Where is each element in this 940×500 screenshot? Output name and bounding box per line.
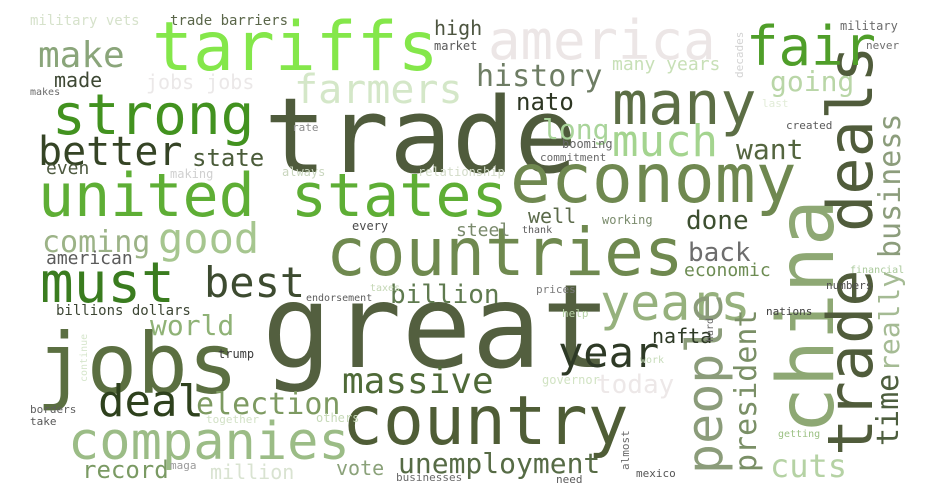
word-deal: deal [98,376,204,427]
word-record: record [82,456,169,484]
word-president: president [729,309,764,472]
word-borders: borders [30,403,77,416]
word-america: america [488,9,716,72]
word-fair: fair [746,15,877,78]
word-trump: trump [218,347,255,361]
word-strong: strong [52,83,255,148]
word-help: help [562,307,589,320]
word-take: take [30,415,57,428]
word-getting: getting [778,429,821,440]
word-economic: economic [684,260,771,281]
word-economy: economy [510,140,797,219]
word-never: never [866,39,900,52]
word-years: years [600,274,751,332]
word-relationship: relationship [418,165,505,179]
word-trade-barriers: trade barriers [170,13,289,29]
word-financial: financial [850,265,905,276]
word-last: last [762,97,789,110]
word-hard: hard [705,317,716,342]
word-trade: trade [264,75,578,197]
word-year: year [558,328,660,377]
word-today: today [596,370,675,400]
word-continue: continue [79,333,90,382]
word-work: work [640,355,665,366]
word-makes: makes [30,87,61,98]
word-making: making [170,167,214,181]
word-back: back [688,238,751,268]
word-election: election [196,387,341,422]
word-many-years: many years [612,54,721,75]
word-american: american [46,248,133,269]
word-numbers: numbers [826,279,873,292]
word-others: others [316,411,360,425]
word-companies: companies [68,412,350,472]
word-commitment: commitment [540,151,607,164]
word-working: working [602,213,653,227]
word-billions-dollars: billions dollars [56,303,191,319]
word-united-states: united states [38,161,508,231]
word-steel: steel [456,220,511,241]
word-decades: decades [733,31,746,78]
word-nato: nato [516,88,574,116]
word-jobs-jobs: jobs jobs [146,70,255,94]
word-state: state [192,144,265,172]
word-nafta: nafta [652,324,713,348]
word-every: every [352,219,389,233]
word-high: high [434,16,483,40]
word-best: best [204,258,306,307]
word-thank: thank [522,225,553,236]
word-made: made [54,68,103,92]
word-well: well [528,204,577,228]
word-together: together [206,413,259,426]
word-long: long [542,113,610,146]
word-businesses: businesses [396,471,463,484]
word-vote: vote [336,456,385,480]
word-always: always [282,165,326,179]
word-prices: prices [536,283,576,296]
word-million: million [210,460,295,484]
word-farmers: farmers [294,67,463,113]
word-many: many [612,69,757,139]
word-cuts: cuts [770,447,848,485]
word-better: better [38,129,183,175]
word-created: created [786,119,833,132]
word-coming: coming [42,225,151,260]
word-must: must [40,251,175,316]
word-endorsement: endorsement [306,293,373,304]
word-booming: booming [562,137,613,151]
word-want: want [736,133,804,166]
word-country: country [342,382,629,461]
word-much: much [612,116,718,167]
word-history: history [476,59,603,94]
word-business: business [873,113,908,259]
word-maga: maga [170,459,197,472]
word-military-vets: military vets [30,13,140,29]
word-military: military [840,19,898,33]
word-governor: governor [542,373,600,387]
word-massive: massive [342,361,494,402]
word-make: make [38,35,125,76]
word-rate: rate [292,121,319,134]
word-need: need [556,473,583,486]
word-great: great [262,260,612,395]
word-nations: nations [766,305,813,318]
word-market: market [434,39,478,53]
word-time: time [871,373,906,446]
word-even: even [46,158,90,179]
word-world: world [150,309,235,342]
word-really: really [873,270,906,372]
word-done: done [686,206,749,236]
word-countries: countries [326,214,684,291]
word-tariffs: tariffs [152,8,439,87]
word-unemployment: unemployment [398,447,601,480]
word-almost: almost [619,430,632,470]
word-going: going [770,65,855,98]
word-billion: billion [390,280,500,310]
word-taxes: taxes [370,283,401,294]
word-people: good [158,214,260,263]
word-mexico: mexico [636,467,676,480]
word-jobs: jobs [36,315,239,413]
